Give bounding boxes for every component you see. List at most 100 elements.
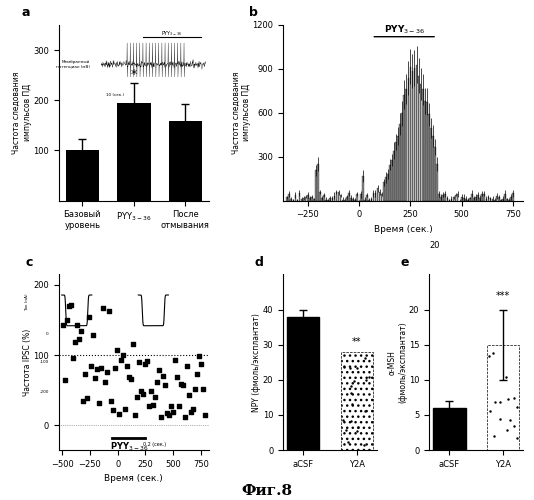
Bar — [287, 316, 319, 450]
Bar — [356, 194, 358, 200]
Bar — [305, 197, 307, 200]
Point — [97, 364, 106, 372]
Bar — [441, 196, 442, 200]
Text: PYY$_{3-36}$: PYY$_{3-36}$ — [383, 24, 425, 36]
Bar — [329, 198, 331, 200]
Bar — [346, 197, 348, 200]
Bar — [465, 199, 467, 200]
Bar — [432, 136, 434, 200]
Bar — [498, 197, 499, 200]
Bar — [506, 199, 508, 200]
Point — [137, 387, 146, 395]
Bar — [288, 194, 290, 200]
Point — [141, 360, 150, 368]
Point — [185, 391, 194, 399]
Point — [109, 406, 117, 414]
Bar — [319, 192, 321, 200]
Bar — [375, 194, 376, 200]
Point — [77, 327, 85, 335]
Text: c: c — [26, 256, 33, 268]
Point — [91, 374, 99, 382]
Bar — [457, 194, 458, 200]
Y-axis label: α-MSH
(фмоль/эксплантат): α-MSH (фмоль/эксплантат) — [388, 322, 407, 403]
X-axis label: Время (сек.): Время (сек.) — [105, 474, 163, 484]
Bar — [317, 164, 319, 200]
Bar — [490, 198, 491, 200]
Bar — [422, 90, 423, 200]
Point — [123, 362, 131, 370]
Point — [83, 394, 91, 402]
Point — [139, 390, 147, 398]
Y-axis label: Частота IPSC (%): Частота IPSC (%) — [23, 328, 32, 396]
Point — [67, 302, 75, 310]
Bar — [496, 196, 498, 200]
Point — [201, 411, 210, 419]
Bar — [453, 198, 454, 200]
Bar — [315, 170, 317, 200]
Point — [165, 412, 174, 420]
Bar — [381, 194, 382, 200]
Point — [63, 316, 72, 324]
Text: **: ** — [352, 336, 362, 346]
Text: ***: *** — [496, 291, 510, 301]
Point — [187, 408, 195, 416]
Bar — [438, 194, 440, 200]
Point — [85, 313, 93, 321]
Bar — [482, 194, 483, 200]
Y-axis label: NPY (фмоль/эксплантат): NPY (фмоль/эксплантат) — [253, 313, 261, 412]
Bar — [405, 89, 407, 200]
Point — [115, 410, 123, 418]
Point — [155, 366, 163, 374]
Bar — [502, 198, 504, 200]
Bar — [341, 352, 373, 450]
Point — [195, 352, 203, 360]
Point — [81, 370, 90, 378]
Point — [183, 362, 192, 370]
Bar — [397, 136, 399, 200]
Bar — [363, 176, 364, 201]
Bar — [424, 101, 426, 200]
Bar — [313, 199, 315, 200]
Bar — [487, 344, 519, 450]
Bar — [434, 408, 466, 450]
Bar — [442, 194, 444, 200]
Bar — [117, 103, 151, 200]
Bar — [399, 124, 401, 200]
Bar — [512, 194, 514, 200]
Text: PYY$_{3-36}$: PYY$_{3-36}$ — [109, 440, 148, 453]
Bar — [307, 195, 309, 200]
Point — [111, 364, 120, 372]
Point — [117, 356, 125, 364]
Point — [163, 408, 171, 416]
Point — [143, 356, 152, 364]
Bar — [428, 114, 430, 200]
Point — [177, 380, 186, 388]
Point — [147, 388, 155, 396]
Point — [93, 365, 101, 373]
Point — [65, 302, 74, 310]
Text: d: d — [255, 256, 264, 268]
Point — [127, 376, 136, 384]
Bar — [337, 192, 339, 200]
Point — [95, 400, 104, 407]
Point — [167, 402, 176, 409]
Text: e: e — [401, 256, 410, 268]
Point — [189, 405, 198, 413]
Bar — [485, 199, 487, 200]
Bar — [430, 128, 431, 200]
Point — [119, 351, 128, 359]
Bar — [480, 198, 481, 200]
Bar — [461, 197, 462, 200]
Point — [107, 397, 115, 405]
Point — [145, 402, 154, 409]
Bar — [323, 194, 325, 200]
Point — [171, 356, 179, 364]
Bar — [418, 76, 419, 200]
Bar — [469, 198, 471, 200]
Bar — [340, 196, 341, 200]
Point — [99, 304, 107, 312]
Y-axis label: Частота следования
импульсов ПД: Частота следования импульсов ПД — [232, 72, 251, 154]
Y-axis label: Частота следования
импульсов ПД: Частота следования импульсов ПД — [12, 72, 32, 154]
Bar — [376, 188, 379, 200]
Bar — [373, 193, 374, 200]
